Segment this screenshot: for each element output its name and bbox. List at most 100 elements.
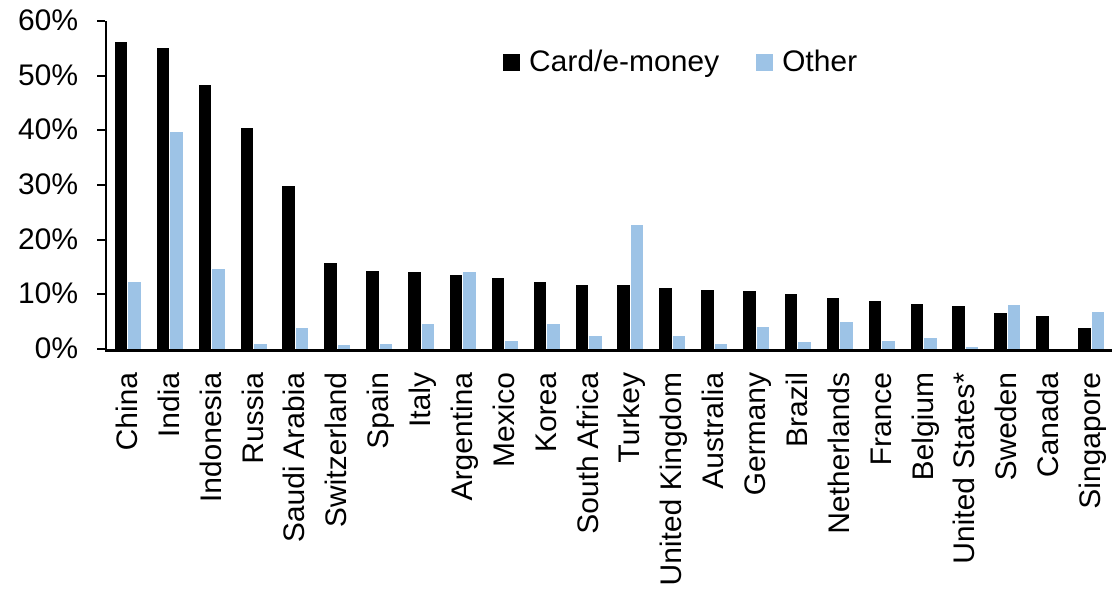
legend: Card/e-money Other [503, 46, 857, 78]
x-axis-label-saudi-arabia: Saudi Arabia [278, 372, 312, 543]
bar-other-spain [379, 343, 393, 349]
bar-other-indonesia [212, 269, 225, 349]
x-axis-label-italy: Italy [404, 372, 438, 428]
bar-other-united-states [965, 347, 979, 349]
x-axis-label-south-africa: South Africa [571, 372, 605, 534]
bar-card-e-money-india [156, 48, 170, 349]
bar-card-e-money-turkey [617, 285, 630, 349]
bar-other-india [170, 131, 183, 349]
bar-other-australia [714, 343, 728, 349]
bar-card-e-money-brazil [784, 294, 798, 349]
y-axis-tick-label: 10% [17, 277, 78, 311]
y-axis-line [105, 21, 107, 351]
y-axis-tick-label: 40% [17, 113, 78, 147]
x-axis-label-belgium: Belgium [906, 372, 940, 481]
bar-card-e-money-united-kingdom [659, 288, 672, 349]
bar-other-singapore [1091, 312, 1105, 349]
bar-group-indonesia: Indonesia [191, 21, 233, 502]
bar-group-south-africa: South Africa [568, 21, 610, 534]
bar-group-italy: Italy [400, 21, 442, 427]
x-axis-label-brazil: Brazil [780, 372, 814, 448]
x-axis-label-united-states: United States* [948, 372, 982, 564]
bar-group-sweden: Sweden [986, 21, 1028, 480]
bar-other-sweden [1007, 305, 1021, 349]
x-axis-label-switzerland: Switzerland [320, 372, 354, 528]
bar-other-italy [421, 323, 435, 349]
bar-group-belgium: Belgium [903, 21, 945, 480]
bar-card-e-money-canada [1036, 316, 1049, 349]
y-axis-tick [97, 184, 105, 186]
bar-card-e-money-united-states [952, 305, 965, 349]
x-axis-label-sweden: Sweden [990, 372, 1024, 481]
x-axis-line [105, 349, 1112, 352]
bar-card-e-money-russia [240, 127, 254, 349]
y-axis-tick [97, 238, 105, 241]
bar-card-e-money-korea [533, 281, 547, 349]
bar-other-argentina [463, 272, 476, 349]
legend-label-other: Other [782, 45, 858, 78]
y-axis-tick-label: 0% [34, 332, 78, 365]
x-axis-label-canada: Canada [1032, 372, 1066, 478]
bar-group-brazil: Brazil [777, 21, 819, 447]
x-axis-label-spain: Spain [362, 372, 396, 449]
y-axis-tick-label: 50% [17, 58, 78, 92]
bar-group-singapore: Singapore [1070, 21, 1112, 509]
bar-other-south-africa [589, 335, 602, 349]
bar-card-e-money-italy [408, 271, 421, 349]
bar-group-india: India [149, 21, 191, 437]
bar-group-russia: Russia [233, 21, 275, 464]
bar-card-e-money-spain [366, 271, 379, 349]
legend-item-other: Other [756, 46, 857, 78]
bar-other-mexico [505, 341, 518, 349]
bar-group-canada: Canada [1028, 21, 1070, 477]
legend-swatch-card-e-money [503, 53, 520, 71]
bar-card-e-money-belgium [910, 304, 924, 349]
bar-other-turkey [630, 225, 644, 349]
bar-group-united-states: United States* [945, 21, 987, 564]
bar-other-saudi-arabia [295, 327, 309, 349]
x-axis-label-argentina: Argentina [445, 372, 479, 501]
bar-card-e-money-singapore [1078, 327, 1091, 349]
x-axis-label-india: India [152, 372, 186, 438]
legend-item-card-e-money: Card/e-money [503, 46, 719, 78]
legend-label-card-e-money: Card/e-money [529, 45, 720, 78]
bar-card-e-money-switzerland [324, 263, 337, 349]
bar-other-france [882, 340, 895, 349]
bar-group-australia: Australia [693, 21, 735, 489]
bar-card-e-money-netherlands [826, 298, 840, 349]
bar-group-germany: Germany [735, 21, 777, 495]
y-axis-tick [97, 348, 105, 350]
x-axis-label-turkey: Turkey [613, 372, 647, 463]
bar-other-korea [547, 323, 560, 349]
bar-card-e-money-argentina [449, 275, 463, 349]
bar-group-spain: Spain [358, 21, 400, 449]
bar-card-e-money-france [868, 301, 882, 349]
y-axis-tick [97, 20, 105, 22]
y-axis-tick-label: 20% [17, 222, 78, 256]
bar-group-argentina: Argentina [442, 21, 484, 500]
bar-card-e-money-germany [743, 290, 756, 349]
x-axis-label-mexico: Mexico [487, 372, 521, 468]
bar-other-china [128, 281, 141, 349]
bar-card-e-money-mexico [491, 277, 505, 349]
x-axis-label-indonesia: Indonesia [194, 372, 228, 503]
bar-group-switzerland: Switzerland [316, 21, 358, 527]
bar-card-e-money-indonesia [198, 84, 212, 349]
x-axis-label-singapore: Singapore [1074, 372, 1108, 509]
bar-card-e-money-china [114, 41, 128, 349]
y-axis-tick [97, 74, 105, 77]
bar-group-united-kingdom: United Kingdom [651, 21, 693, 585]
bar-other-russia [254, 343, 267, 349]
x-axis-label-russia: Russia [236, 372, 270, 464]
bar-group-turkey: Turkey [610, 21, 652, 463]
bar-other-germany [756, 327, 770, 349]
x-axis-label-france: France [864, 372, 898, 466]
x-axis-label-netherlands: Netherlands [822, 372, 856, 534]
plot-area: China India Indonesia Russia Saudi Arabia Swi… [107, 21, 1112, 585]
bar-group-netherlands: Netherlands [819, 21, 861, 534]
bar-group-korea: Korea [526, 21, 568, 452]
bar-card-e-money-saudi-arabia [282, 185, 295, 349]
legend-swatch-other [756, 53, 774, 71]
bar-other-united-kingdom [672, 335, 686, 349]
